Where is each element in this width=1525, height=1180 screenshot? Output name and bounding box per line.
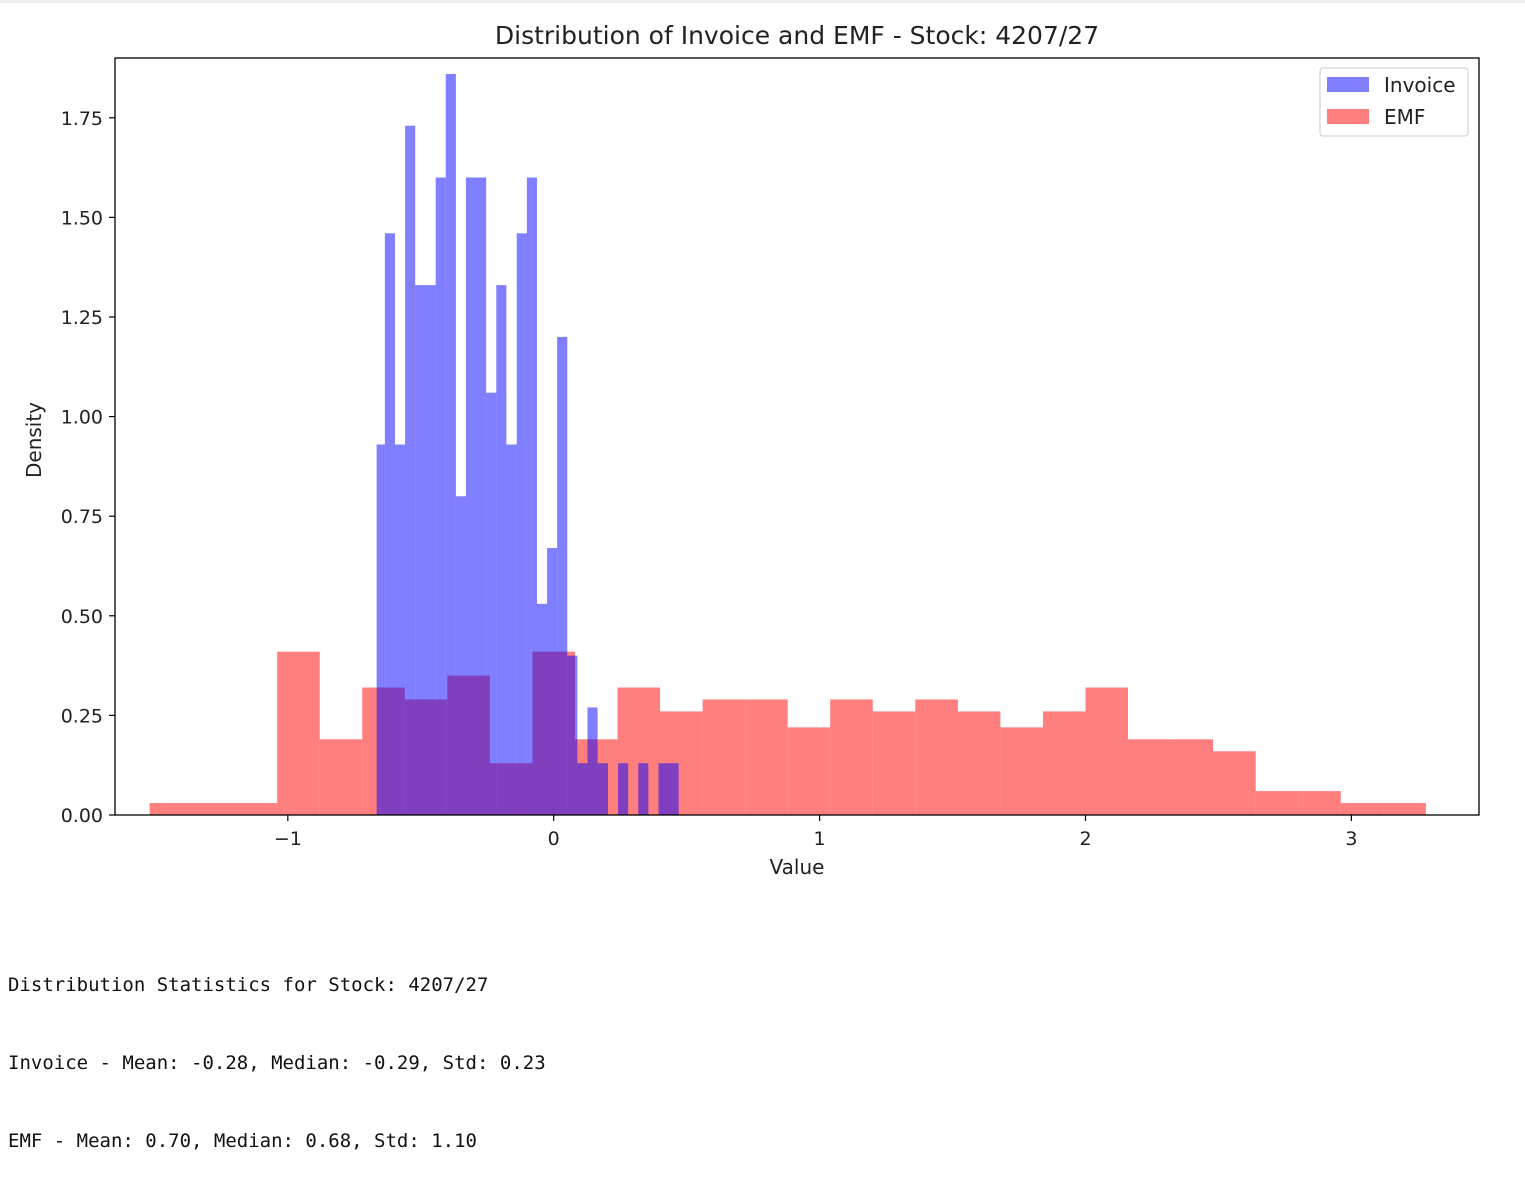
stats-heading: Distribution Statistics for Stock: 4207/… — [8, 974, 489, 996]
invoice-bar — [425, 285, 436, 816]
emf-bar — [192, 803, 235, 815]
invoice-bar — [567, 655, 578, 815]
y-axis-label: Density — [22, 402, 46, 478]
x-axis-label: Value — [770, 855, 825, 879]
invoice-bar — [618, 763, 629, 815]
stats-emf-line: EMF - Mean: 0.70, Median: 0.68, Std: 1.1… — [8, 1130, 477, 1152]
invoice-bar — [465, 177, 477, 816]
invoice-bar — [597, 763, 608, 815]
y-tick-label: 0.25 — [61, 705, 103, 727]
invoice-bar — [668, 763, 679, 815]
plot-area-frame — [114, 57, 1480, 816]
invoice-bar — [658, 763, 669, 815]
emf-bar — [702, 699, 746, 815]
emf-bar — [745, 699, 788, 815]
invoice-bars — [376, 73, 679, 816]
y-tick-label: 1.75 — [61, 108, 103, 130]
invoice-bar — [405, 125, 416, 816]
emf-bar — [1340, 803, 1384, 815]
emf-bar — [1213, 751, 1256, 815]
legend-swatch-emf — [1327, 109, 1369, 124]
y-tick-label: 1.00 — [61, 407, 103, 429]
invoice-bar — [587, 707, 598, 815]
emf-bars — [149, 651, 1426, 815]
emf-bar — [957, 711, 1001, 815]
x-tick-label: 3 — [1345, 828, 1357, 850]
invoice-bar — [638, 763, 649, 815]
x-tick-label: −1 — [274, 828, 302, 850]
invoice-bar — [376, 444, 385, 815]
emf-bar — [1383, 803, 1426, 815]
emf-bar — [1085, 687, 1129, 815]
x-tick-label: 1 — [814, 828, 826, 850]
invoice-bar — [577, 763, 588, 815]
invoice-bar — [506, 444, 517, 815]
emf-bar — [830, 699, 873, 815]
x-tick-label: 2 — [1079, 828, 1091, 850]
emf-bar — [234, 803, 278, 815]
invoice-bar — [486, 392, 497, 815]
invoice-bar — [435, 177, 446, 816]
invoice-bar — [516, 233, 527, 815]
stats-invoice-line: Invoice - Mean: -0.28, Median: -0.29, St… — [8, 1052, 546, 1074]
invoice-bar — [445, 73, 456, 816]
invoice-bar — [557, 336, 568, 815]
x-tick-label: 0 — [548, 828, 560, 850]
emf-bar — [1000, 727, 1043, 815]
legend-label-invoice: Invoice — [1384, 73, 1456, 97]
emf-bar — [1255, 791, 1299, 815]
y-tick-label: 0.75 — [61, 506, 103, 528]
emf-bar — [787, 727, 831, 815]
invoice-bar — [476, 177, 487, 816]
legend: Invoice EMF — [1319, 67, 1469, 137]
emf-bar — [915, 699, 958, 815]
x-axis: −1 0 1 2 3 — [274, 815, 1357, 850]
y-tick-label: 1.25 — [61, 307, 103, 329]
legend-label-emf: EMF — [1384, 105, 1425, 129]
invoice-bar — [547, 548, 558, 815]
invoice-bar — [526, 177, 537, 816]
y-axis: 0.00 0.25 0.50 0.75 1.00 1.25 1.50 1.75 — [61, 108, 115, 827]
emf-bar — [1128, 739, 1171, 815]
emf-bar — [1042, 711, 1086, 815]
chart-title: Distribution of Invoice and EMF - Stock:… — [495, 21, 1099, 50]
top-divider — [0, 0, 1525, 3]
statistics-output: Distribution Statistics for Stock: 4207/… — [8, 920, 546, 1180]
invoice-bar — [536, 603, 548, 815]
invoice-bar — [415, 285, 426, 816]
invoice-bar — [455, 496, 466, 815]
legend-swatch-invoice — [1327, 77, 1369, 92]
emf-bar — [319, 739, 363, 815]
histogram-chart: Distribution of Invoice and EMF - Stock:… — [22, 21, 1480, 879]
invoice-bar — [384, 233, 395, 815]
y-tick-label: 0.50 — [61, 606, 103, 628]
emf-bar — [872, 711, 916, 815]
emf-bar — [1170, 739, 1214, 815]
y-tick-label: 1.50 — [61, 207, 103, 229]
invoice-bar — [394, 444, 406, 815]
invoice-bar — [496, 285, 507, 816]
emf-bar — [149, 803, 193, 815]
emf-bar — [277, 651, 320, 815]
y-tick-label: 0.00 — [61, 805, 103, 827]
emf-bar — [1298, 791, 1341, 815]
